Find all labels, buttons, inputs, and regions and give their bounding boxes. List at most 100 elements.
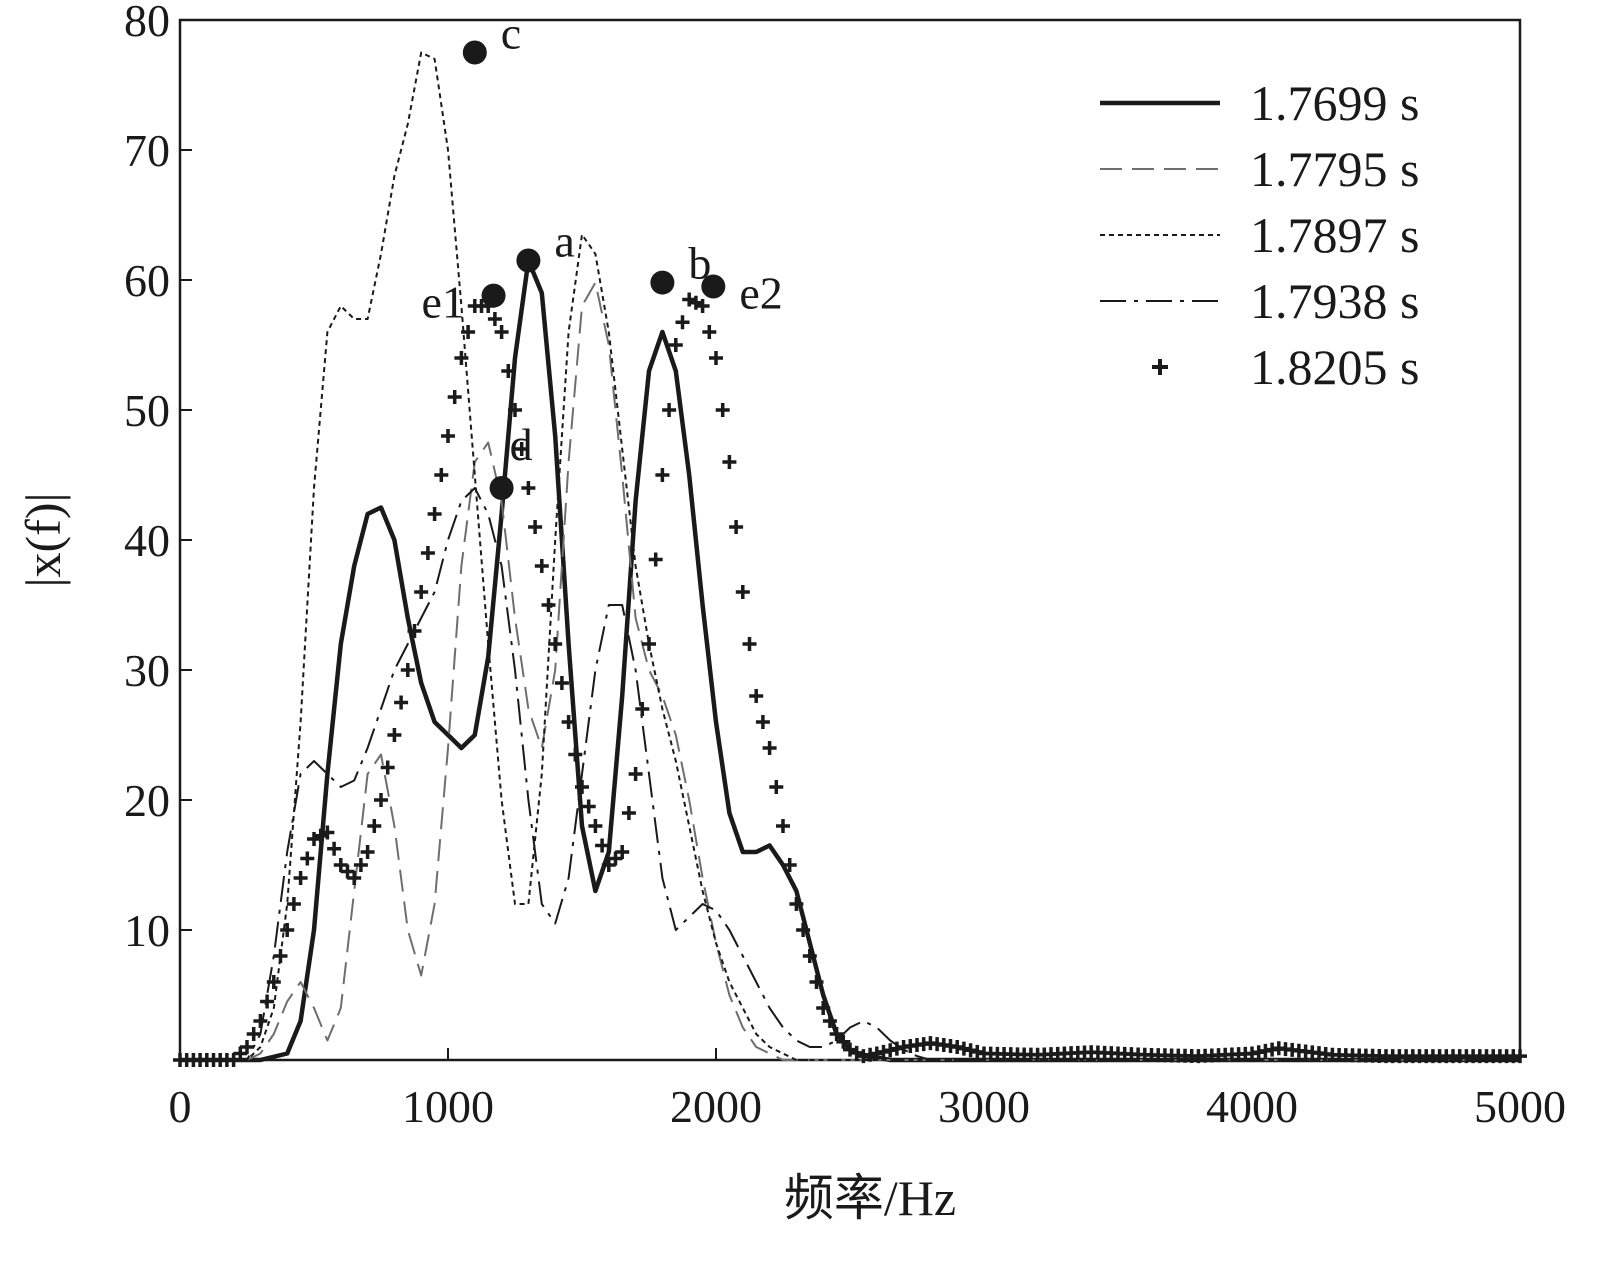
- data-point-marker: [461, 325, 476, 339]
- annotation-label: d: [510, 419, 533, 470]
- data-point-marker: [554, 676, 569, 690]
- data-point-marker: [662, 403, 677, 417]
- data-point-marker: [414, 585, 429, 599]
- y-axis-title: |x(f)|: [15, 493, 71, 588]
- data-point-marker: [454, 351, 469, 365]
- data-point-marker: [802, 949, 817, 963]
- data-point-marker: [648, 552, 663, 567]
- x-tick-label: 0: [169, 1081, 192, 1132]
- legend-item: 1.8205 s: [1152, 339, 1419, 395]
- legend-label: 1.7699 s: [1250, 75, 1419, 131]
- data-point-marker: [615, 845, 630, 859]
- annotation-dot: [462, 40, 487, 65]
- annotation-dot: [650, 270, 675, 295]
- data-point-marker: [581, 799, 596, 814]
- data-point-marker: [588, 819, 603, 833]
- y-tick-label: 20: [124, 775, 170, 826]
- annotation-dot: [489, 476, 514, 500]
- data-point-marker: [595, 838, 610, 853]
- data-point-marker: [240, 1040, 254, 1054]
- data-point-marker: [340, 864, 355, 879]
- x-tick-label: 4000: [1206, 1081, 1298, 1132]
- annotation-dot: [516, 248, 541, 273]
- annotation-dot: [481, 283, 506, 308]
- data-point-marker: [300, 851, 315, 866]
- data-point-marker: [668, 338, 683, 352]
- data-point-marker: [1513, 1049, 1527, 1064]
- data-point-marker: [501, 364, 516, 378]
- legend-item: 1.7699 s: [1100, 75, 1419, 131]
- annotation-label: c: [501, 8, 521, 59]
- data-point-marker: [729, 520, 744, 534]
- annotation-dot: [701, 274, 726, 299]
- data-point-marker: [360, 845, 375, 859]
- data-point-marker: [280, 923, 295, 937]
- data-point-marker: [709, 351, 723, 365]
- annotation-label: a: [554, 216, 574, 267]
- data-point-marker: [715, 403, 730, 417]
- data-point-marker: [822, 1014, 837, 1028]
- data-point-marker: [407, 624, 422, 638]
- x-tick-label: 5000: [1474, 1081, 1566, 1132]
- data-point-marker: [400, 663, 415, 677]
- data-point-marker: [447, 390, 462, 404]
- x-tick-label: 1000: [402, 1081, 494, 1132]
- annotation-label: e1: [422, 277, 465, 328]
- data-point-marker: [374, 793, 388, 807]
- data-point-marker: [441, 429, 455, 443]
- data-point-marker: [434, 468, 449, 482]
- legend-item: 1.7897 s: [1100, 207, 1419, 263]
- data-point-marker: [796, 923, 811, 937]
- series-group: [173, 51, 1527, 1067]
- y-tick-label: 80: [124, 0, 170, 46]
- data-point-marker: [575, 780, 589, 794]
- data-point-marker: [273, 949, 288, 963]
- data-point-marker: [233, 1046, 248, 1061]
- series-line: [180, 487, 1520, 1061]
- data-point-marker: [642, 637, 656, 651]
- data-point-marker: [789, 897, 804, 911]
- y-tick-label: 10: [124, 905, 170, 956]
- data-point-marker: [755, 715, 770, 729]
- data-point-marker: [735, 585, 750, 599]
- data-point-marker: [782, 858, 797, 872]
- data-point-marker: [347, 871, 362, 885]
- y-tick-label: 30: [124, 645, 170, 696]
- annotation-label: b: [688, 238, 711, 289]
- series-1-7938-s: [180, 487, 1520, 1061]
- data-point-marker: [628, 767, 643, 781]
- data-point-marker: [534, 559, 549, 573]
- data-point-marker: [655, 468, 670, 482]
- series-line: [180, 51, 1520, 1061]
- legend-label: 1.7897 s: [1250, 207, 1419, 263]
- data-point-marker: [541, 598, 556, 612]
- data-point-marker: [608, 851, 623, 866]
- data-point-marker: [722, 455, 737, 469]
- data-point-marker: [387, 728, 402, 742]
- series-1-8205-s: [173, 292, 1527, 1067]
- data-point-marker: [508, 403, 522, 417]
- legend-label: 1.7938 s: [1250, 273, 1419, 329]
- data-point-marker: [427, 507, 442, 521]
- series-1-7795-s: [180, 281, 1520, 1061]
- data-point-marker: [816, 1001, 831, 1015]
- legend-label: 1.7795 s: [1250, 141, 1419, 197]
- axes: 0 1000 2000 3000 4000 5000 10 20 30 40 50 60 70 80: [124, 0, 1566, 1132]
- data-point-marker: [293, 871, 308, 885]
- data-point-marker: [776, 819, 790, 833]
- data-point-marker: [621, 806, 636, 820]
- data-point-marker: [769, 780, 784, 794]
- y-tick-label: 60: [124, 255, 170, 306]
- data-point-marker: [420, 546, 435, 560]
- x-tick-label: 3000: [938, 1081, 1030, 1132]
- data-point-marker: [521, 481, 536, 495]
- annotation-label: e2: [739, 268, 782, 319]
- data-point-marker: [266, 975, 281, 989]
- x-axis-title: 频率/Hz: [784, 1170, 956, 1226]
- data-point-marker: [548, 637, 563, 651]
- data-point-marker: [494, 325, 509, 339]
- data-point-marker: [702, 325, 717, 339]
- data-point-marker: [762, 741, 777, 755]
- legend-item: 1.7938 s: [1100, 273, 1419, 329]
